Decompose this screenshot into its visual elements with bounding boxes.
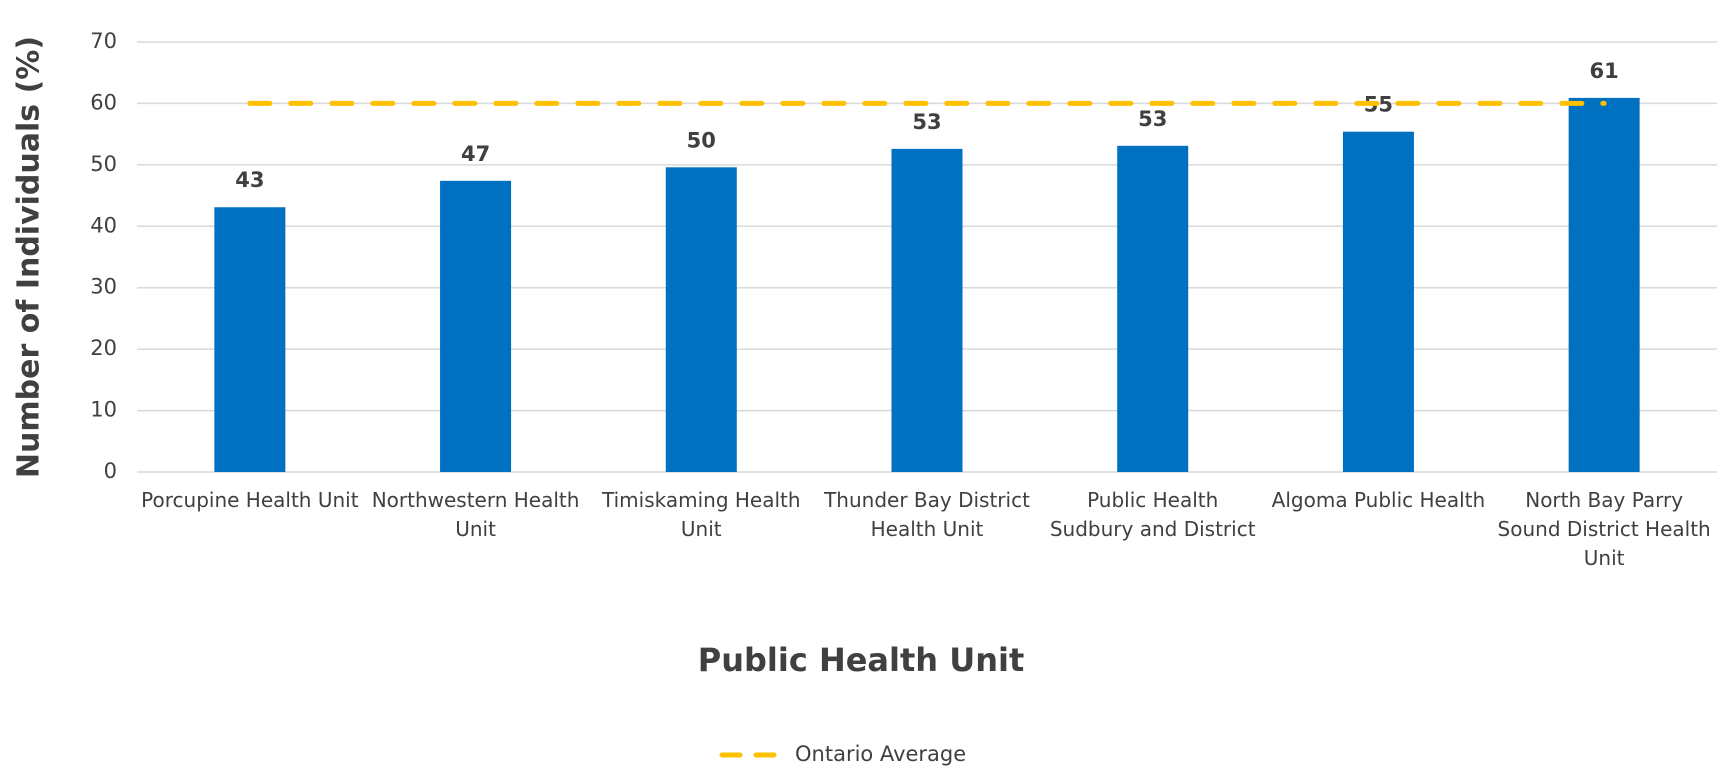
y-tick-label: 50 <box>90 152 117 176</box>
y-tick-label: 40 <box>90 213 117 237</box>
bar <box>891 148 963 472</box>
value-label: 43 <box>235 168 264 192</box>
value-label: 53 <box>1138 107 1167 131</box>
bar <box>1342 131 1414 472</box>
y-tick-label: 20 <box>90 336 117 360</box>
x-tick-label: Timiskaming Health Unit <box>602 488 801 541</box>
x-tick-label: North Bay Parry Sound District Health Un… <box>1497 488 1711 570</box>
value-label: 47 <box>461 142 490 166</box>
y-tick-label: 0 <box>104 459 117 483</box>
x-tick-label: Algoma Public Health <box>1271 488 1486 512</box>
bar <box>214 207 286 472</box>
y-tick-label: 30 <box>90 275 117 299</box>
bar <box>1117 145 1189 473</box>
y-tick-label: 10 <box>90 398 117 422</box>
y-axis-title: Number of Individuals (%) <box>12 36 47 478</box>
bar <box>665 167 737 473</box>
x-tick-label: Northwestern Health Unit <box>371 488 580 541</box>
bar <box>440 180 512 473</box>
x-tick-label: Public Health Sudbury and District <box>1049 488 1256 541</box>
bar <box>1568 97 1640 473</box>
value-label: 61 <box>1590 59 1619 83</box>
y-tick-label: 60 <box>90 90 117 114</box>
y-tick-label: 70 <box>90 29 117 53</box>
x-tick-label: Porcupine Health Unit <box>141 488 359 512</box>
value-label: 53 <box>912 110 941 134</box>
legend-label: Ontario Average <box>795 742 966 766</box>
value-label: 50 <box>687 128 716 152</box>
x-axis-title: Public Health Unit <box>698 641 1024 679</box>
x-tick-label: Thunder Bay District Health Unit <box>824 488 1030 541</box>
